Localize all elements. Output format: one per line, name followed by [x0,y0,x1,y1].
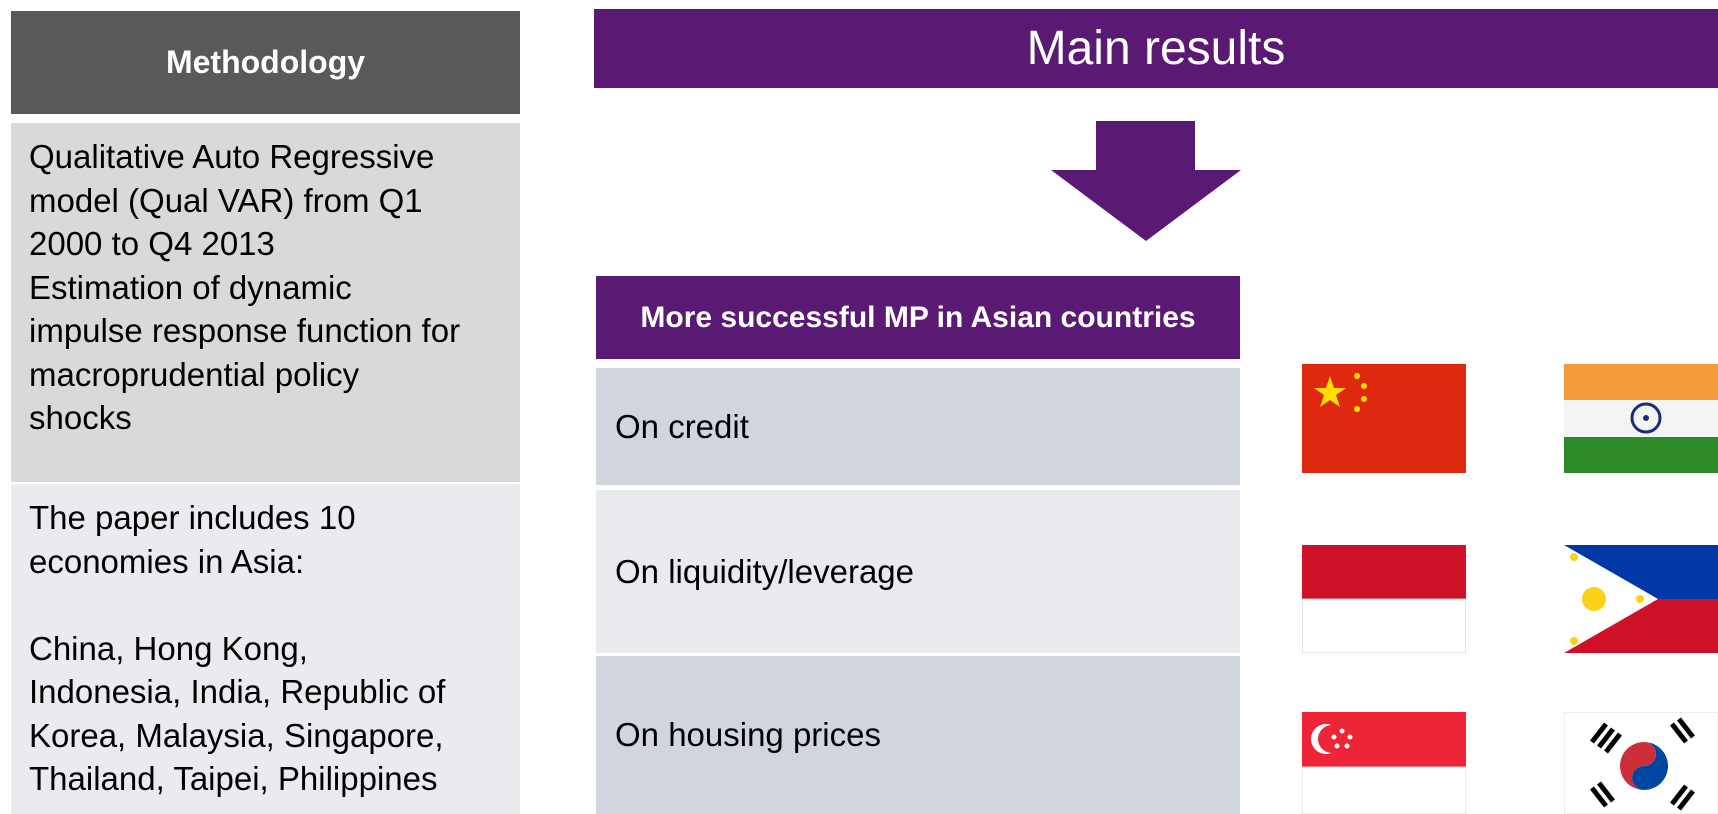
text-line: China, Hong Kong, [29,629,308,667]
methodology-header: Methodology [11,11,520,114]
text-line: The paper includes 10 [29,499,356,536]
result-row: On liquidity/leverage [596,490,1240,653]
results-header: Main results [594,9,1718,88]
spacer [29,583,502,627]
flag-philippines [1564,545,1718,653]
coverage-box: The paper includes 10 economies in Asia: C… [11,484,520,814]
flag-korea [1564,712,1718,814]
result-row: On housing prices [596,656,1240,814]
text-line: Thailand, Taipei, Philippines [29,760,438,797]
text-line: Indonesia, India, Republic of [29,673,446,710]
flag-china [1302,364,1466,473]
down-arrow [1051,121,1241,241]
text-line: impulse response function for [29,312,461,349]
text-line: macroprudential policy [29,355,360,393]
text-line: shocks [29,399,132,436]
flag-singapore [1302,712,1466,814]
text-line: Estimation of dynamic [29,268,352,306]
arrow-shape [1051,121,1241,241]
result-row: On credit [596,368,1240,485]
text-line: model (Qual VAR) from Q1 [29,181,423,219]
text-line: Qualitative Auto Regressive [29,138,435,175]
flag-indonesia [1302,545,1466,653]
model-box: Qualitative Auto Regressive model (Qual V… [11,123,520,482]
text-line: economies in Asia: [29,542,305,580]
text-line: 2000 to Q4 2013 [29,225,275,262]
flag-india [1564,364,1718,473]
results-box-title: More successful MP in Asian countries [596,276,1240,359]
text-line: Korea, Malaysia, Singapore, [29,716,444,754]
